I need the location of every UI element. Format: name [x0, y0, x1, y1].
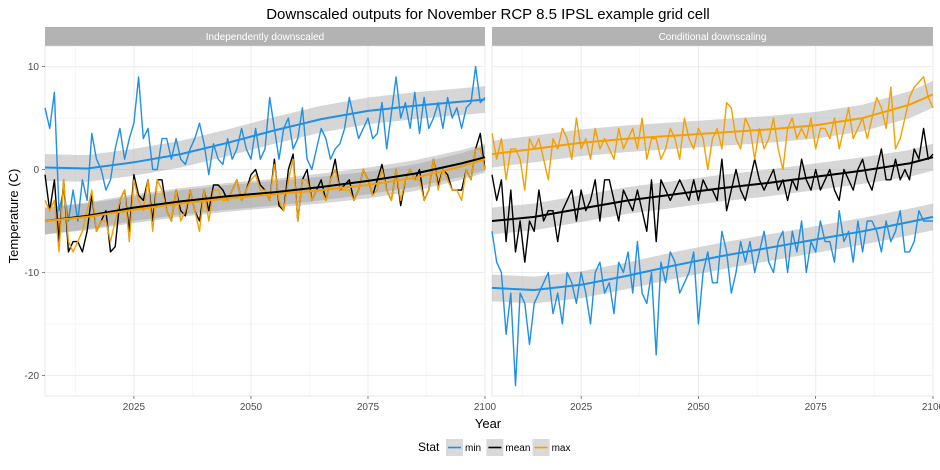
x-axis-title: Year — [475, 416, 502, 431]
legend: Stat min mean max — [418, 439, 571, 456]
legend-label-min: min — [465, 443, 481, 454]
legend-label-max: max — [552, 443, 571, 454]
smooth-line-min — [491, 215, 934, 291]
series-line-max — [44, 148, 486, 253]
facet-strip-label: Conditional downscaling — [659, 32, 767, 43]
y-tick-label: -20 — [25, 371, 40, 382]
series-line-max — [491, 76, 934, 191]
chart-title: Downscaled outputs for November RCP 8.5 … — [266, 6, 710, 23]
facet-strip-label: Independently downscaled — [206, 32, 324, 43]
y-tick-label: -10 — [25, 268, 40, 279]
legend-label-mean: mean — [505, 443, 530, 454]
x-tick-label: 2100 — [474, 402, 497, 413]
y-tick-label: 10 — [28, 62, 40, 73]
smooth-line-min — [44, 98, 486, 170]
x-tick-label: 2075 — [357, 402, 380, 413]
x-tick-label: 2025 — [123, 402, 146, 413]
panels-group: Independently downscaled 2025 2050 2075 2100… — [25, 27, 940, 413]
facet-strip — [492, 27, 933, 46]
x-tick-label: 2075 — [805, 402, 828, 413]
x-tick-label: 2050 — [240, 402, 263, 413]
series-line-min — [44, 65, 486, 222]
smooth-line-mean — [44, 156, 486, 222]
smooth-line-max — [491, 93, 934, 156]
x-tick-label: 2100 — [922, 402, 940, 413]
y-tick-label: 0 — [33, 165, 39, 176]
panel-1: Independently downscaled 2025 2050 2075 2100… — [25, 27, 497, 413]
panel-2: Conditional downscaling 2025 2050 2075 2100 — [491, 27, 940, 413]
x-tick-label: 2050 — [687, 402, 710, 413]
legend-title: Stat — [418, 440, 440, 454]
ribbon-max — [492, 81, 933, 168]
smooth-line-mean — [491, 156, 934, 222]
y-axis-title: Temperature (C) — [6, 169, 21, 264]
facet-strip — [45, 27, 485, 46]
smooth-line-max — [44, 158, 486, 222]
x-tick-label: 2025 — [570, 402, 593, 413]
